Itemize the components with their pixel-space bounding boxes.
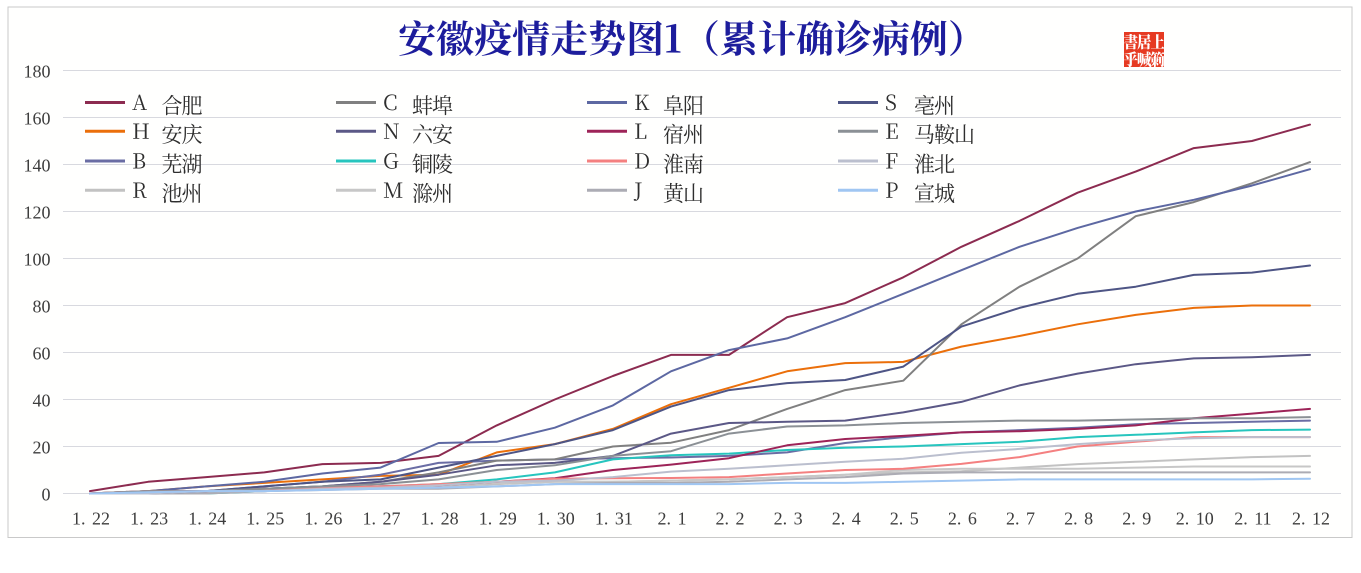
svg-text:180: 180 — [24, 62, 51, 82]
svg-text:0: 0 — [42, 485, 51, 505]
svg-text:40: 40 — [33, 391, 51, 411]
svg-text:120: 120 — [24, 203, 51, 223]
svg-text:80: 80 — [33, 297, 51, 317]
svg-text:100: 100 — [24, 250, 51, 270]
svg-text:1.30: 1. 30 — [537, 509, 575, 529]
svg-text:140: 140 — [24, 156, 51, 176]
svg-text:1.27: 1. 27 — [363, 509, 401, 529]
svg-text:160: 160 — [24, 109, 51, 129]
svg-text:20: 20 — [33, 438, 51, 458]
svg-text:60: 60 — [33, 344, 51, 364]
